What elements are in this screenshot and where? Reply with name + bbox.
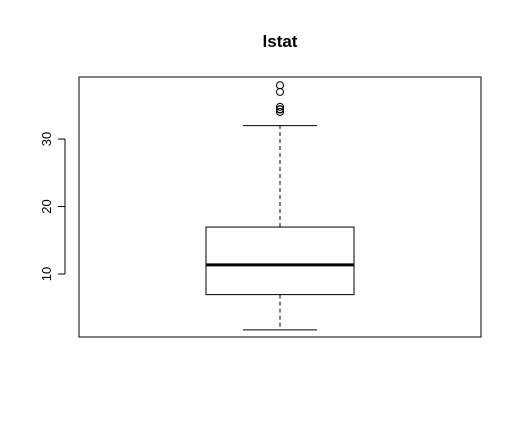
y-tick-label: 20 <box>39 199 54 213</box>
iqr-box <box>205 226 355 296</box>
outlier-point <box>276 102 284 111</box>
y-tick-label: 30 <box>39 132 54 146</box>
plot-frame <box>78 76 482 338</box>
outlier-point <box>276 105 284 114</box>
outlier-points <box>276 81 284 116</box>
y-axis-ticks: 10 20 30 <box>39 132 65 281</box>
chart-title: lstat <box>263 32 298 51</box>
y-tick-label: 10 <box>39 267 54 281</box>
outlier-point <box>276 87 284 96</box>
outlier-point <box>276 107 284 116</box>
outlier-point <box>276 81 284 90</box>
box-group <box>205 125 355 331</box>
